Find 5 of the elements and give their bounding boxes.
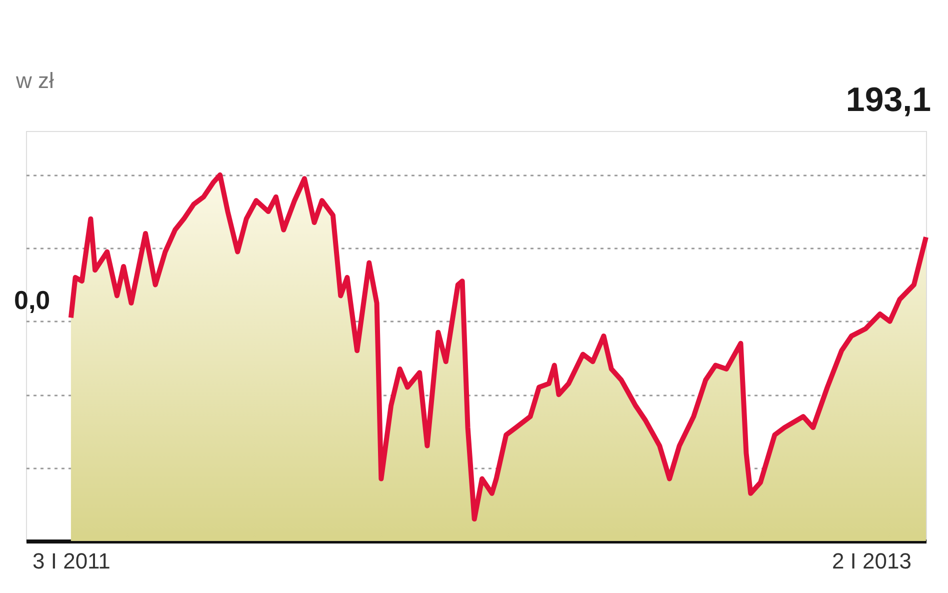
text: 193,1 xyxy=(846,81,931,119)
y-axis-title: w zł xyxy=(15,68,54,93)
x-tick-label: 3 I 2011 xyxy=(32,548,110,574)
x-tick-label: 2 I 2013 xyxy=(832,548,912,574)
annotation: 0,0 xyxy=(14,285,50,315)
